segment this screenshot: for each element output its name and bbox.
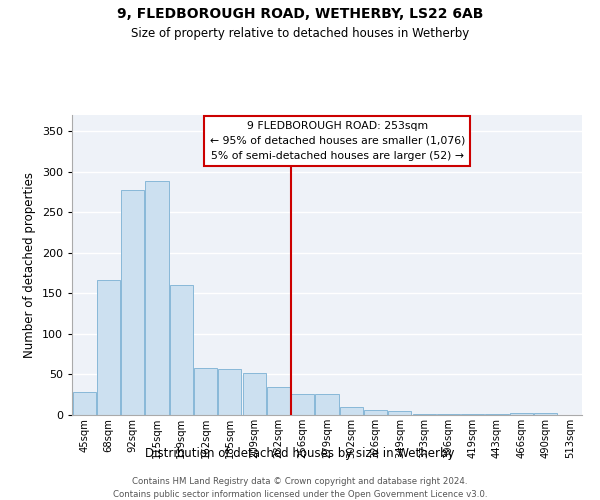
Bar	[97, 280, 120, 415]
Bar	[170, 286, 193, 415]
Bar	[316, 394, 338, 415]
Text: Contains HM Land Registry data © Crown copyright and database right 2024.: Contains HM Land Registry data © Crown c…	[132, 478, 468, 486]
Text: 9 FLEDBOROUGH ROAD: 253sqm
← 95% of detached houses are smaller (1,076)
5% of se: 9 FLEDBOROUGH ROAD: 253sqm ← 95% of deta…	[209, 121, 465, 160]
Bar	[510, 412, 533, 415]
Bar	[364, 410, 387, 415]
Bar	[485, 414, 509, 415]
Text: Distribution of detached houses by size in Wetherby: Distribution of detached houses by size …	[145, 448, 455, 460]
Y-axis label: Number of detached properties: Number of detached properties	[23, 172, 36, 358]
Bar	[413, 414, 436, 415]
Text: Contains public sector information licensed under the Open Government Licence v3: Contains public sector information licen…	[113, 490, 487, 499]
Bar	[461, 414, 484, 415]
Bar	[291, 394, 314, 415]
Bar	[121, 190, 144, 415]
Bar	[534, 412, 557, 415]
Bar	[267, 388, 290, 415]
Bar	[145, 182, 169, 415]
Bar	[194, 368, 217, 415]
Bar	[437, 414, 460, 415]
Text: Size of property relative to detached houses in Wetherby: Size of property relative to detached ho…	[131, 28, 469, 40]
Text: 9, FLEDBOROUGH ROAD, WETHERBY, LS22 6AB: 9, FLEDBOROUGH ROAD, WETHERBY, LS22 6AB	[117, 8, 483, 22]
Bar	[388, 411, 412, 415]
Bar	[340, 407, 363, 415]
Bar	[73, 392, 95, 415]
Bar	[218, 369, 241, 415]
Bar	[242, 373, 266, 415]
